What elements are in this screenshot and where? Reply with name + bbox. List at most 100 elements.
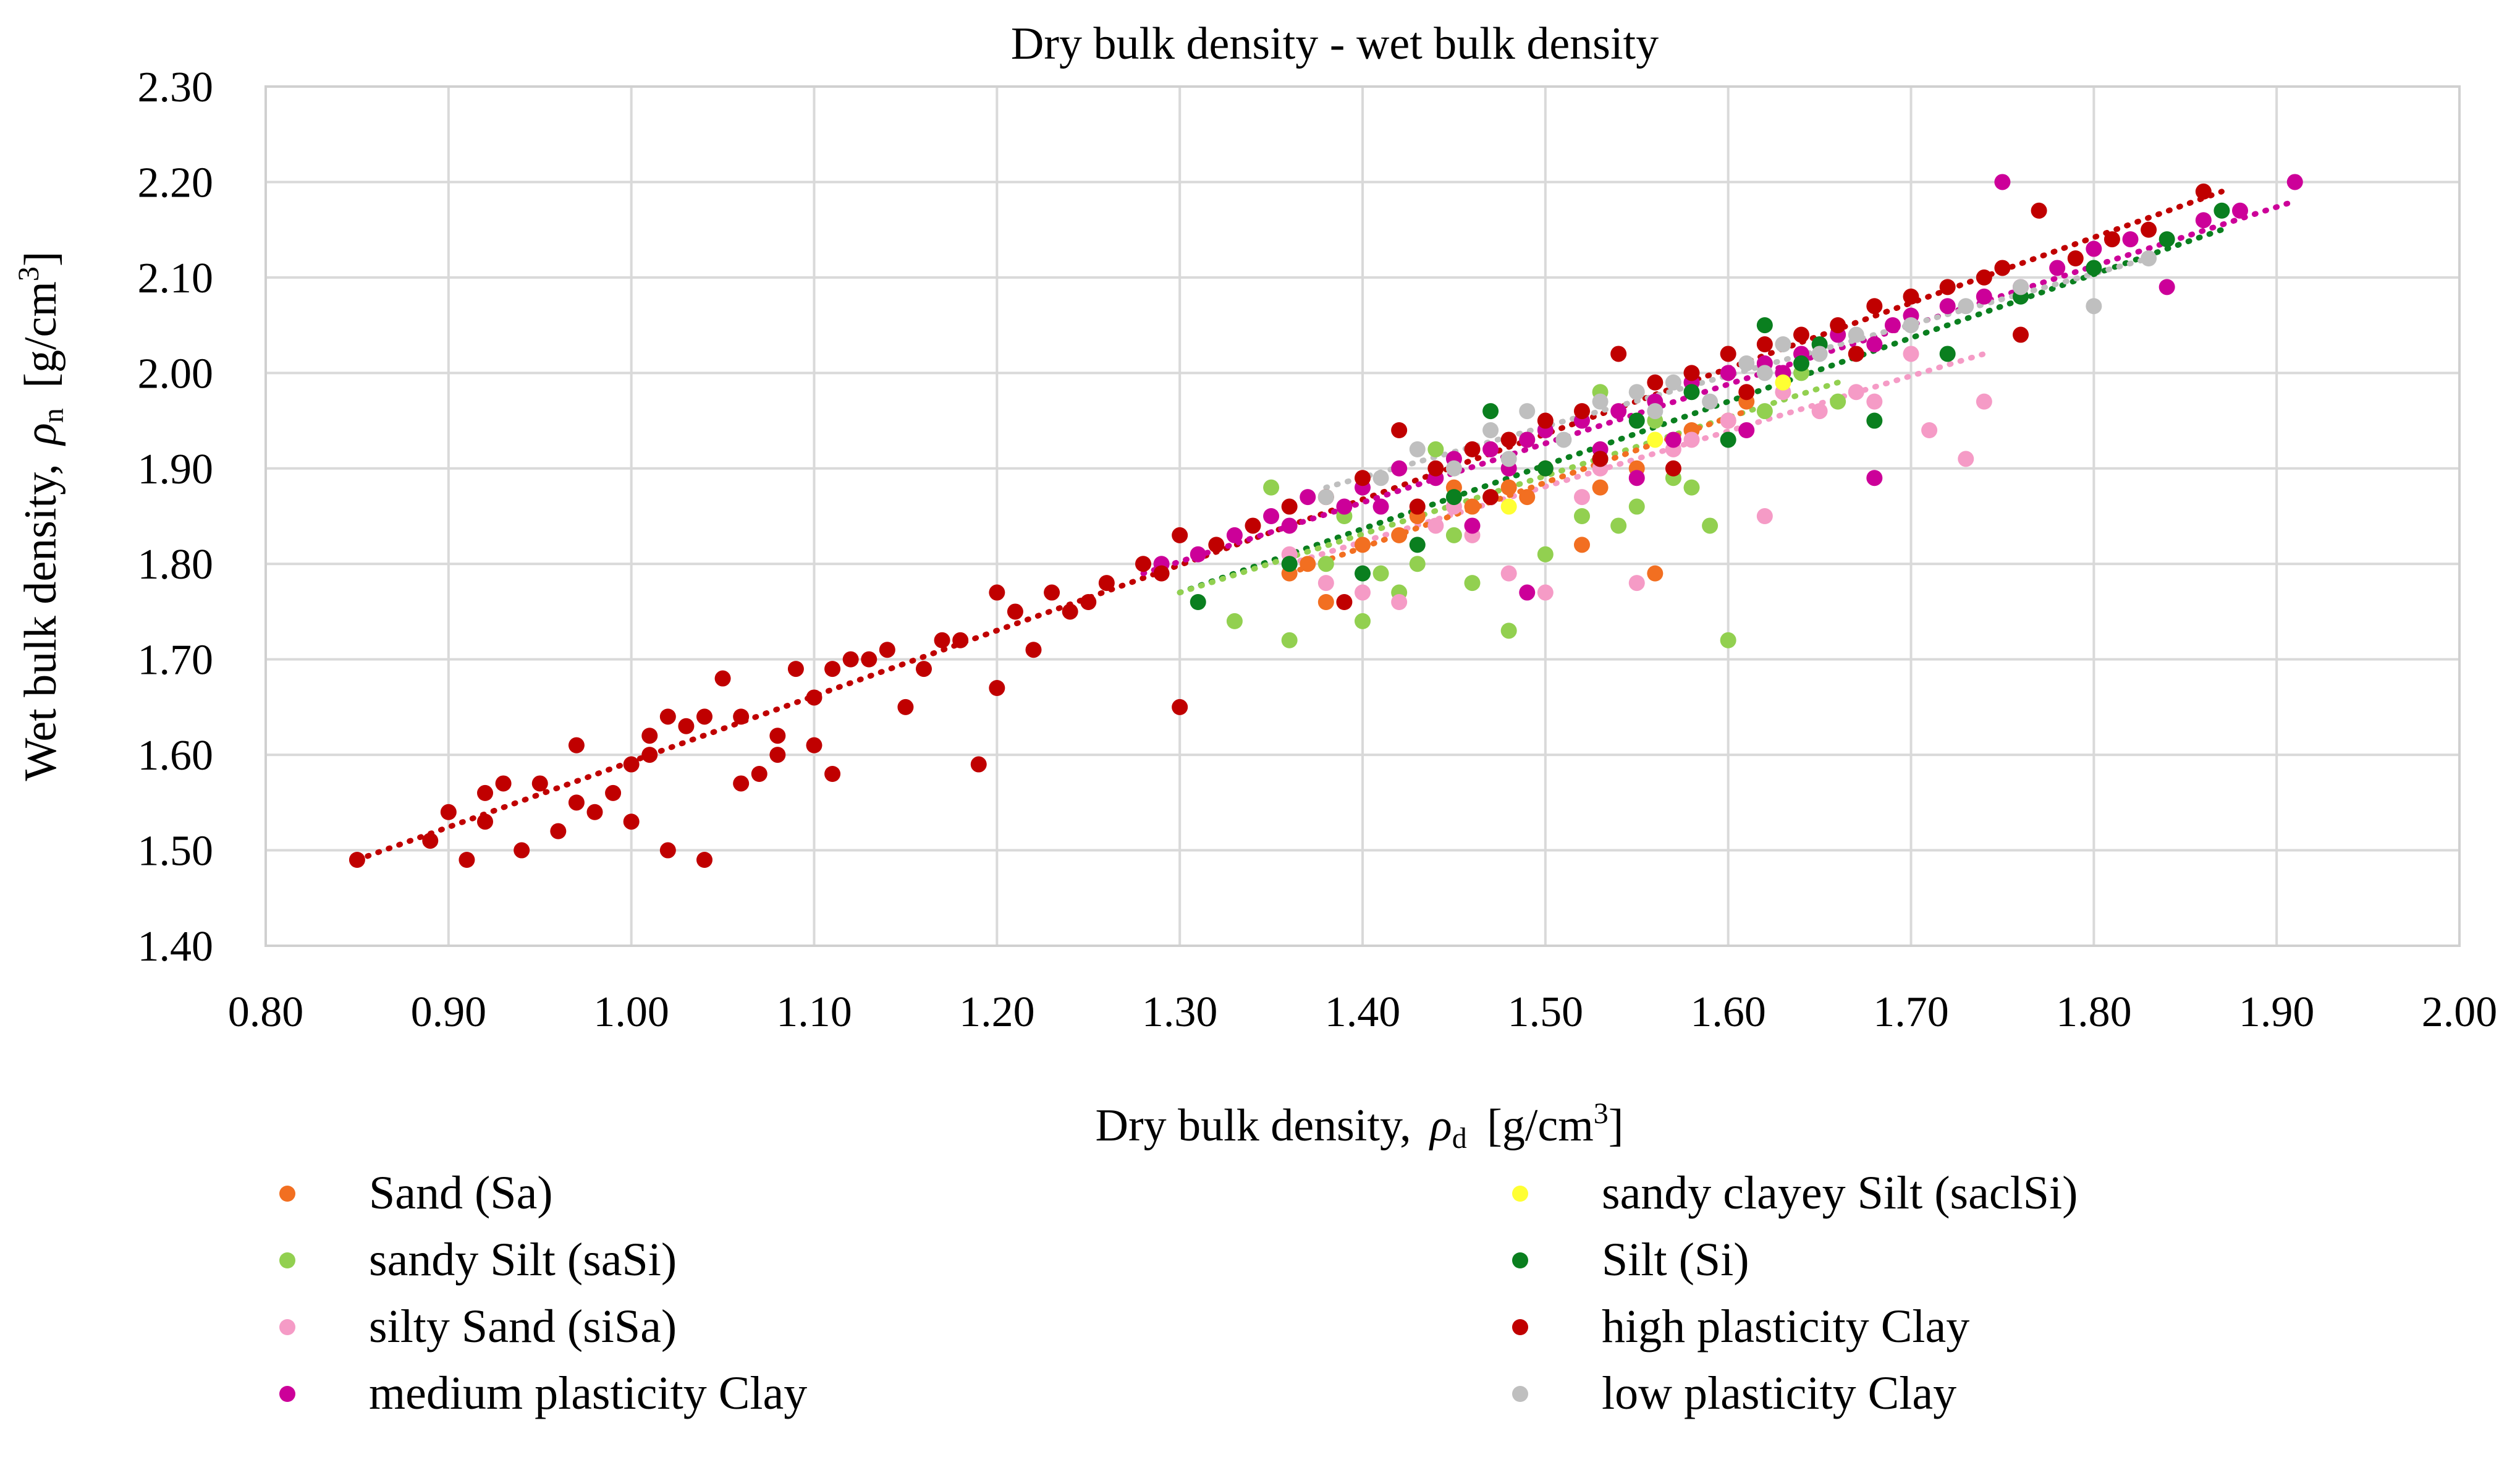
data-point xyxy=(1775,336,1791,352)
data-point xyxy=(623,813,640,830)
data-point xyxy=(2086,240,2102,257)
data-point xyxy=(769,747,786,763)
data-point xyxy=(1208,537,1225,553)
data-point xyxy=(1775,374,1791,391)
data-point xyxy=(678,718,695,734)
x-tick-label: 2.00 xyxy=(2422,988,2498,1036)
data-point xyxy=(1519,403,1536,420)
data-point xyxy=(751,766,767,782)
data-point xyxy=(1062,603,1078,620)
data-point xyxy=(1153,565,1170,582)
data-point xyxy=(1355,470,1371,486)
data-point xyxy=(1939,298,1956,315)
y-axis-label: Wet bulk density, ρn [g/cm3] xyxy=(12,251,74,781)
data-point xyxy=(1500,565,1517,582)
data-point xyxy=(1317,489,1334,506)
data-point xyxy=(531,775,548,792)
data-point xyxy=(1500,451,1517,467)
data-point xyxy=(1647,431,1664,448)
data-point xyxy=(1866,412,1883,429)
data-point xyxy=(1756,508,1773,524)
data-point xyxy=(477,813,493,830)
y-tick-label: 1.80 xyxy=(138,541,214,588)
y-tick-label: 1.60 xyxy=(138,732,214,779)
y-axis-ticks: 1.40 1.50 1.60 1.70 1.80 1.90 2.00 2.10 2.20 2.30 xyxy=(138,64,214,970)
data-point xyxy=(1281,517,1298,534)
data-point xyxy=(2141,250,2157,266)
legend-item: sandy clayey Silt (saclSi) xyxy=(1512,1167,2078,1219)
data-point xyxy=(1574,508,1590,524)
x-axis-ticks: 0.80 0.90 1.00 1.10 1.20 1.30 1.40 1.50 1.60 1.70… xyxy=(228,988,2498,1036)
data-point xyxy=(1317,575,1334,592)
data-point xyxy=(2158,231,2175,248)
data-point xyxy=(1939,346,1956,362)
data-point xyxy=(1720,346,1736,362)
legend-label: silty Sand (siSa) xyxy=(369,1301,677,1352)
data-point xyxy=(1190,546,1206,563)
data-point xyxy=(1848,346,1864,362)
data-point xyxy=(1409,537,1426,553)
data-point xyxy=(1866,336,1883,352)
data-point xyxy=(1976,269,1992,286)
data-point xyxy=(1574,537,1590,553)
data-point xyxy=(1482,441,1499,457)
data-point xyxy=(714,670,731,687)
data-point xyxy=(641,747,658,763)
plot-area xyxy=(264,85,2461,947)
data-point xyxy=(1025,642,1042,658)
data-point xyxy=(989,680,1005,696)
data-point xyxy=(1903,346,1919,362)
x-tick-label: 1.30 xyxy=(1142,988,1218,1036)
data-point xyxy=(1391,527,1408,543)
legend-marker xyxy=(279,1386,295,1402)
trendline xyxy=(1287,350,1987,567)
data-point xyxy=(1976,393,1992,410)
data-point xyxy=(2086,298,2102,315)
data-point xyxy=(2031,202,2047,219)
legend-label: medium plasticity Clay xyxy=(369,1367,807,1419)
data-point xyxy=(1756,365,1773,381)
data-point xyxy=(1372,565,1389,582)
data-point xyxy=(1756,403,1773,420)
data-point xyxy=(2213,202,2230,219)
data-point xyxy=(2158,279,2175,295)
data-point xyxy=(1172,699,1188,715)
data-point xyxy=(1445,527,1462,543)
data-point xyxy=(2104,231,2120,248)
data-point xyxy=(1720,412,1736,429)
data-point xyxy=(1793,326,1809,343)
data-point xyxy=(1281,498,1298,515)
data-point xyxy=(1391,594,1408,610)
data-point xyxy=(1574,489,1590,506)
data-point xyxy=(1263,508,1280,524)
data-point xyxy=(1464,441,1481,457)
data-point xyxy=(1336,594,1353,610)
data-point xyxy=(1409,498,1426,515)
data-point xyxy=(1665,374,1681,391)
data-point xyxy=(1793,355,1809,372)
data-point xyxy=(605,784,622,801)
data-point xyxy=(1519,584,1536,601)
data-point xyxy=(1080,594,1097,610)
data-point xyxy=(2141,221,2157,238)
data-point xyxy=(1464,575,1481,592)
data-point xyxy=(1720,431,1736,448)
data-point xyxy=(1044,584,1060,601)
data-point xyxy=(1500,622,1517,639)
data-point xyxy=(1391,422,1408,438)
data-point xyxy=(422,833,439,849)
x-tick-label: 0.80 xyxy=(228,988,304,1036)
data-point xyxy=(824,766,841,782)
y-tick-label: 1.40 xyxy=(138,923,214,970)
data-point xyxy=(1537,584,1554,601)
legend-item: silty Sand (siSa) xyxy=(279,1301,677,1352)
data-point xyxy=(1811,403,1828,420)
data-point xyxy=(2122,231,2139,248)
x-tick-label: 1.90 xyxy=(2239,988,2315,1036)
data-point xyxy=(1355,537,1371,553)
data-point xyxy=(1482,422,1499,438)
data-point xyxy=(769,728,786,744)
x-tick-label: 1.60 xyxy=(1690,988,1766,1036)
data-point xyxy=(1537,460,1554,477)
legend-item: Silt (Si) xyxy=(1512,1234,1749,1286)
